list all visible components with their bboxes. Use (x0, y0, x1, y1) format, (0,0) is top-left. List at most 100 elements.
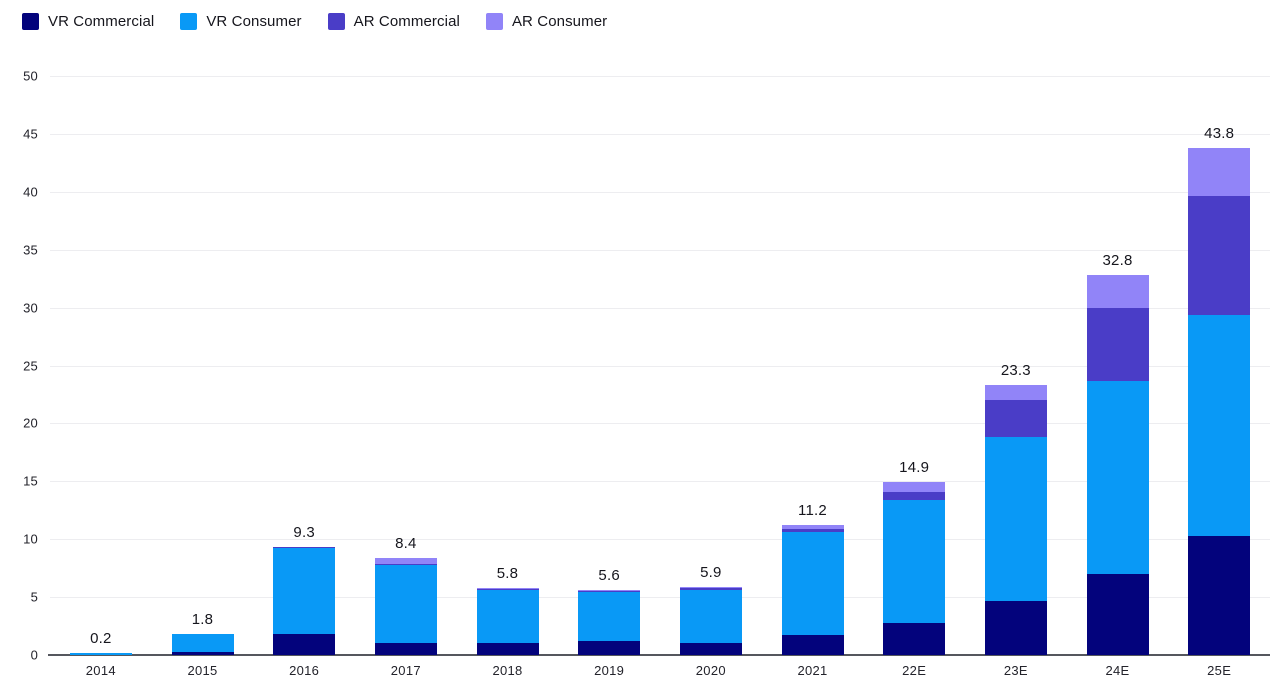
bar-segment-vr-commercial[interactable] (679, 643, 742, 655)
y-axis-label: 0 (30, 647, 38, 663)
gridline (50, 423, 1270, 425)
y-axis-label: 10 (23, 531, 38, 547)
bar-segment-vr-consumer[interactable] (679, 590, 742, 644)
legend-swatch-icon (22, 13, 39, 30)
gridline (50, 249, 1270, 251)
bar-segment-vr-commercial[interactable] (781, 635, 844, 655)
bar-total-label: 1.8 (191, 611, 214, 629)
x-axis-label: 2021 (797, 663, 828, 678)
bar-total-label: 43.8 (1204, 124, 1235, 142)
bar-segment-vr-commercial[interactable] (171, 651, 234, 655)
y-axis-label: 40 (23, 184, 38, 200)
gridline (50, 76, 1270, 77)
bar-segment-ar-consumer[interactable] (476, 587, 539, 589)
bar-segment-vr-commercial[interactable] (984, 600, 1047, 655)
x-axis-label: 2016 (289, 663, 320, 678)
bar-segment-vr-consumer[interactable] (476, 590, 539, 644)
bar-segment-vr-commercial[interactable] (374, 643, 437, 655)
legend-item-ar-commercial[interactable]: AR Commercial (327, 13, 460, 30)
bar-segment-vr-consumer[interactable] (578, 592, 641, 642)
bar-total-label: 14.9 (899, 459, 930, 477)
bar-total-label: 32.8 (1102, 252, 1133, 270)
bar-2021 (781, 525, 844, 655)
bar-segment-vr-consumer[interactable] (69, 652, 132, 655)
bar-segment-vr-commercial[interactable] (578, 641, 641, 655)
bar-segment-ar-consumer[interactable] (1086, 275, 1149, 308)
legend-item-vr-consumer[interactable]: VR Consumer (180, 13, 302, 30)
bar-total-label: 23.3 (1000, 362, 1031, 380)
bar-23e (984, 385, 1047, 655)
y-axis-label: 30 (23, 300, 38, 316)
x-axis: 2014 2015 2016 2017 2018 2019 2020 2021 22E 23E 24… (50, 663, 1270, 683)
legend-item-ar-consumer[interactable]: AR Consumer (485, 13, 607, 30)
bar-total-label: 11.2 (798, 502, 827, 520)
bar-25e (1188, 147, 1251, 655)
bar-segment-vr-commercial[interactable] (273, 634, 336, 655)
bar-24e (1086, 275, 1149, 655)
bar-segment-ar-commercial[interactable] (374, 563, 437, 565)
legend-item-label: AR Commercial (353, 13, 460, 30)
bar-segment-vr-consumer[interactable] (883, 499, 946, 623)
bar-2015 (171, 634, 234, 655)
bar-segment-ar-consumer[interactable] (781, 525, 844, 529)
bar-segment-ar-commercial[interactable] (578, 591, 641, 593)
legend-swatch-icon (327, 13, 345, 30)
bar-segment-ar-consumer[interactable] (1188, 147, 1251, 197)
bar-total-label: 9.3 (293, 524, 315, 542)
bar-segment-ar-consumer[interactable] (578, 590, 641, 592)
bar-segment-ar-commercial[interactable] (781, 528, 844, 533)
bar-segment-ar-commercial[interactable] (984, 400, 1047, 438)
bar-segment-ar-consumer[interactable] (679, 586, 742, 588)
x-axis-label: 23E (1003, 663, 1028, 678)
bar-segment-ar-commercial[interactable] (273, 547, 336, 549)
bar-segment-vr-consumer[interactable] (1086, 380, 1149, 574)
bar-segment-vr-consumer[interactable] (374, 564, 437, 644)
bar-segment-ar-consumer[interactable] (374, 557, 437, 564)
bar-segment-vr-consumer[interactable] (984, 437, 1047, 601)
bar-segment-ar-commercial[interactable] (883, 491, 946, 500)
bar-total-label: 8.4 (395, 534, 417, 552)
x-axis-label: 2020 (695, 663, 726, 678)
bar-segment-vr-commercial[interactable] (476, 643, 539, 655)
bar-segment-ar-commercial[interactable] (1086, 307, 1149, 381)
bar-segment-vr-consumer[interactable] (171, 634, 234, 652)
x-axis-label: 2019 (594, 663, 625, 678)
bar-segment-ar-consumer[interactable] (883, 482, 946, 492)
bar-segment-vr-commercial[interactable] (1188, 535, 1251, 655)
bar-segment-vr-consumer[interactable] (781, 532, 844, 636)
x-axis-label: 24E (1105, 663, 1130, 678)
bar-segment-vr-consumer[interactable] (273, 548, 336, 635)
y-axis: 0 5 10 15 20 25 30 35 40 45 50 (0, 69, 40, 663)
chart-legend: VR Commercial VR Consumer AR Commercial AR … (22, 13, 607, 30)
bar-segment-vr-consumer[interactable] (1188, 314, 1251, 536)
bar-segment-ar-commercial[interactable] (476, 589, 539, 591)
legend-item-label: VR Commercial (48, 13, 155, 30)
gridline (50, 597, 1270, 599)
bar-total-label: 5.9 (700, 563, 722, 581)
bar-segment-vr-commercial[interactable] (1086, 573, 1149, 655)
bar-2019 (578, 590, 641, 655)
gridline (50, 365, 1270, 367)
bar-segment-vr-commercial[interactable] (883, 622, 946, 655)
bar-segment-ar-commercial[interactable] (1188, 196, 1251, 315)
bar-2017 (374, 557, 437, 655)
bar-2018 (476, 587, 539, 655)
gridline (50, 191, 1270, 193)
y-axis-label: 5 (30, 589, 38, 605)
x-axis-label: 25E (1207, 663, 1232, 678)
bar-segment-ar-consumer[interactable] (984, 385, 1047, 401)
x-axis-label: 2014 (85, 663, 116, 678)
legend-item-vr-commercial[interactable]: VR Commercial (22, 13, 154, 30)
x-axis-line (48, 654, 1270, 656)
bar-2020 (679, 586, 742, 655)
gridline (50, 133, 1270, 135)
gridline (50, 307, 1270, 309)
x-axis-label: 2017 (390, 663, 421, 678)
bar-segment-ar-commercial[interactable] (679, 587, 742, 591)
y-axis-label: 45 (23, 126, 38, 142)
bar-2016 (273, 547, 336, 655)
y-axis-label: 20 (23, 415, 38, 431)
bar-2014 (69, 652, 132, 655)
bar-total-label: 5.8 (496, 564, 519, 582)
